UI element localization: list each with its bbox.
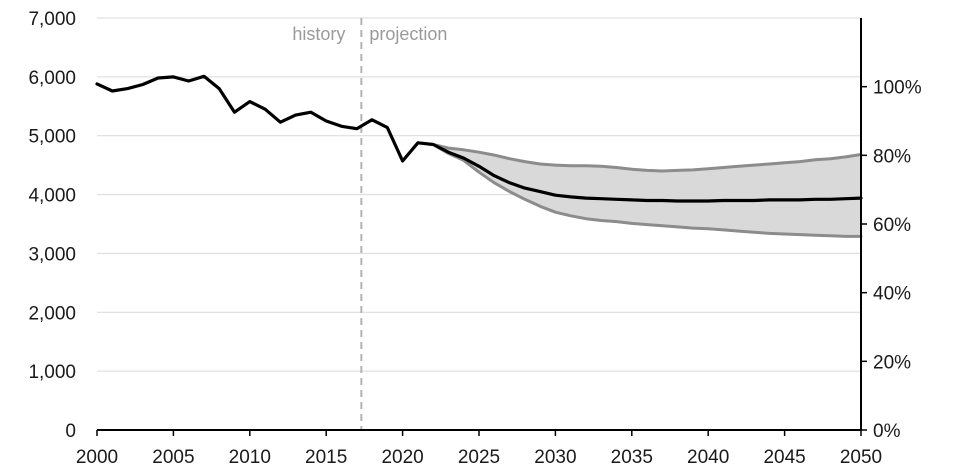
y-tick-label: 6,000 [28,68,76,89]
x-tick-label: 2045 [763,447,805,468]
y-tick-label: 5,000 [28,127,76,148]
y2-tick-label: 80% [873,146,911,167]
main-series-line [95,74,863,203]
x-tick-label: 2005 [152,447,194,468]
history-label: history [292,24,345,44]
x-tick-label: 2015 [305,447,347,468]
y2-tick-label: 0% [873,421,901,442]
y-tick-label: 3,000 [28,244,76,265]
x-tick-label: 2035 [611,447,653,468]
x-tick-label: 2050 [840,447,882,468]
upper-band-line [431,143,863,173]
x-tick-label: 2010 [229,447,271,468]
y2-tick-label: 20% [873,352,911,373]
y-tick-label: 4,000 [28,186,76,207]
y2-tick-label: 40% [873,284,911,305]
projection-band [433,144,861,237]
projection-label: projection [369,24,447,44]
x-tick-label: 2000 [76,447,118,468]
y2-tick-label: 60% [873,215,911,236]
y-tick-label: 2,000 [28,303,76,324]
x-tick-label: 2040 [687,447,729,468]
y-tick-label: 1,000 [28,362,76,383]
x-tick-label: 2020 [381,447,423,468]
y-tick-label: 0 [65,421,76,442]
lower-band-line [431,143,863,238]
y-tick-label: 7,000 [28,9,76,30]
y2-tick-label: 100% [873,78,922,99]
x-tick-label: 2030 [534,447,576,468]
x-tick-label: 2025 [458,447,500,468]
